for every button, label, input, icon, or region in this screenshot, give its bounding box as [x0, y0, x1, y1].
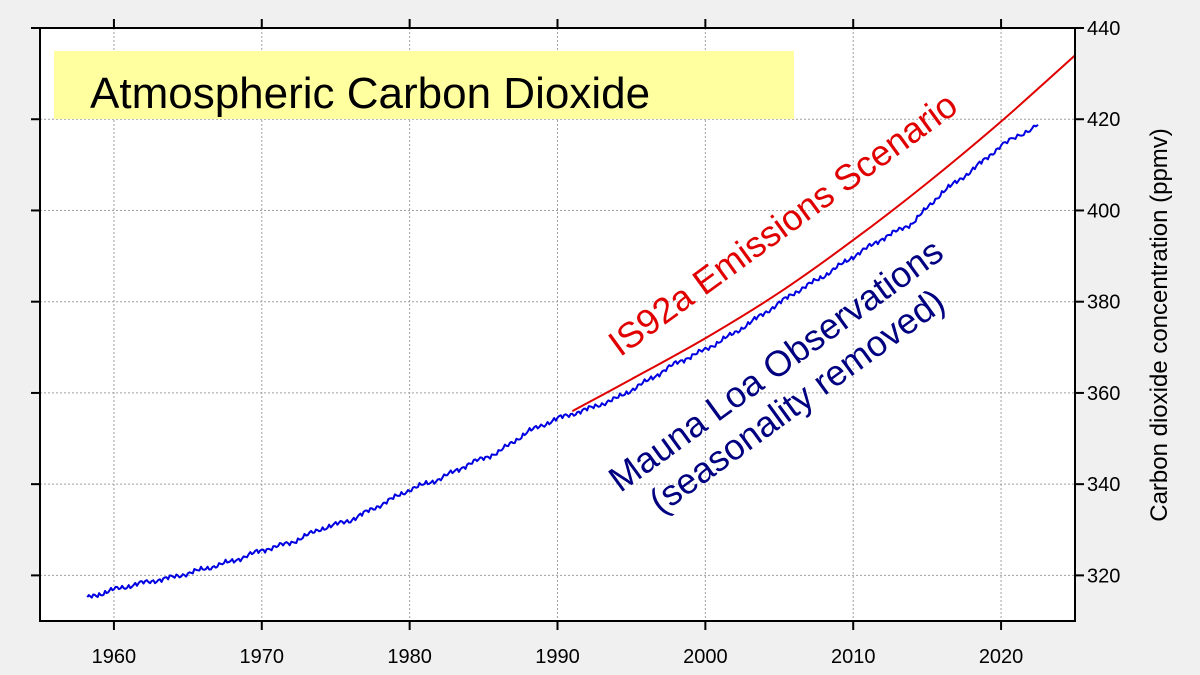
x-tick-label: 2010 [831, 646, 876, 668]
x-tick-label: 2000 [683, 646, 728, 668]
y-tick-label: 380 [1087, 292, 1120, 314]
x-tick-label: 2020 [979, 646, 1024, 668]
x-tick-label: 1970 [240, 646, 285, 668]
axes: 1960 1970 1980 1990 2000 2010 2020 320 340 360 380… [31, 18, 1120, 668]
y-tick-label: 440 [1087, 18, 1120, 40]
chart-title: Atmospheric Carbon Dioxide [90, 69, 650, 118]
y-axis-title: Carbon dioxide concentration (ppmv) [1146, 128, 1173, 522]
y-tick-label: 320 [1087, 565, 1120, 587]
x-tick-label: 1990 [535, 646, 580, 668]
series-layer [86, 54, 1076, 599]
x-tick-label: 1980 [387, 646, 432, 668]
title-box [54, 51, 794, 119]
y-tick-label: 400 [1087, 200, 1120, 222]
x-tick-label: 1960 [92, 646, 137, 668]
y-tick-label: 340 [1087, 474, 1120, 496]
y-tick-label: 360 [1087, 383, 1120, 405]
observations-line [86, 123, 1039, 599]
y-tick-label: 420 [1087, 109, 1120, 131]
scenario-line [571, 54, 1076, 413]
